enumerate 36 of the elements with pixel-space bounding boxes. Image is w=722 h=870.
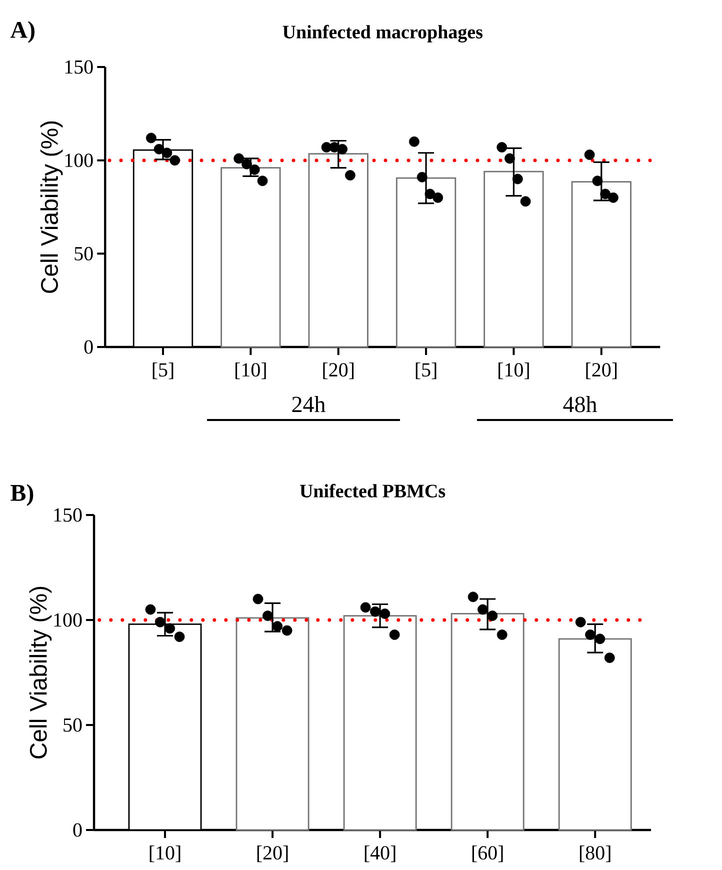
x-tick-label: [20] [323,362,354,380]
x-tick-label: [80] [580,846,610,862]
y-axis-title: Cell Viability (%) [29,586,52,758]
chart-title: Uninfected macrophages [282,24,483,42]
x-tick-label: [5] [416,362,436,380]
y-tick-label: 0 [73,823,82,837]
chart-title: Unifected PBMCs [300,484,446,498]
y-tick-label: 100 [65,154,93,168]
y-tick-label: 50 [64,718,82,732]
bar [220,167,281,348]
y-tick-label: 50 [74,246,93,260]
bar [236,617,310,831]
x-tick-label: [60] [472,846,503,862]
x-tick-label: [10] [150,846,180,862]
x-tick-label: [10] [498,362,529,380]
text: B) [10,484,34,506]
y-tick-label: 100 [54,613,82,627]
x-tick-label: [5] [152,362,174,380]
bar [343,615,417,831]
y-tick-label: 150 [65,60,93,74]
x-tick-label: [10] [236,362,266,380]
x-tick-label: [20] [586,362,617,380]
bar [558,638,632,831]
y-axis-title: Cell Viability (%) [40,121,63,293]
bar [450,613,524,831]
text: A) [10,21,34,43]
x-tick-label: [40] [364,846,396,862]
bar [484,170,544,348]
bar [571,181,632,348]
bar [396,177,456,348]
text: 48h [563,396,597,412]
bar [308,153,368,348]
text: 24h [292,396,326,412]
y-tick-label: 0 [84,340,93,354]
x-tick-label: [20] [257,846,288,862]
y-tick-label: 150 [54,508,82,522]
